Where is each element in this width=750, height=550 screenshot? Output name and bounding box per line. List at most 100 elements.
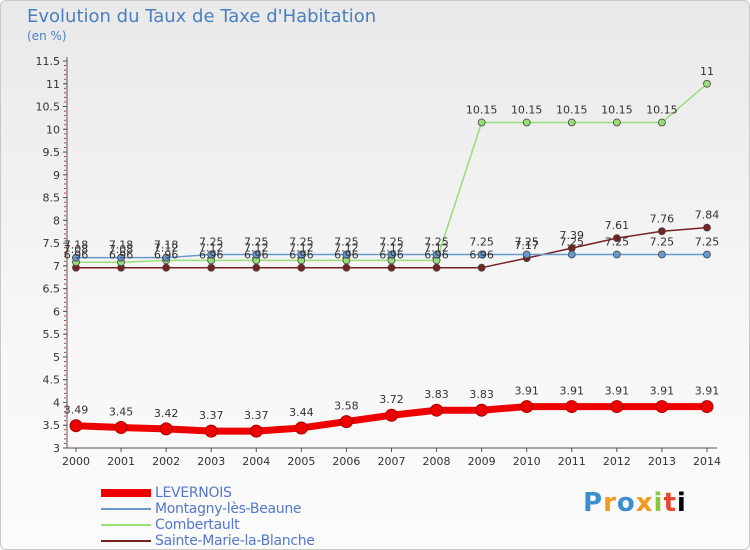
data-label: 7.17 <box>514 239 539 252</box>
data-label: 3.42 <box>154 407 179 420</box>
data-label: 3.91 <box>650 385 675 398</box>
y-tick-label: 10 <box>46 123 60 136</box>
data-point <box>522 250 531 259</box>
data-label: 6.96 <box>289 249 314 262</box>
data-label: 10.15 <box>511 103 543 116</box>
y-tick-label: 11.5 <box>36 55 61 68</box>
legend-label: Combertault <box>155 517 240 533</box>
legend-swatch <box>101 540 151 542</box>
data-label: 7.25 <box>514 236 539 249</box>
data-point <box>658 250 666 259</box>
data-point <box>567 250 576 259</box>
x-tick-label: 2000 <box>62 455 90 468</box>
y-tick-label: 10.5 <box>36 101 61 114</box>
legend-label: LEVERNOIS <box>155 485 232 501</box>
data-label: 7.25 <box>560 236 585 249</box>
data-label: 7.25 <box>469 236 494 249</box>
data-label: 6.96 <box>334 249 359 262</box>
data-label: 6.96 <box>154 249 179 262</box>
data-point <box>432 250 441 259</box>
x-tick-label: 2012 <box>603 455 631 468</box>
data-label: 7.25 <box>289 236 314 249</box>
y-tick-label: 9 <box>53 169 60 182</box>
data-label: 7.76 <box>650 212 675 225</box>
data-label: 7.25 <box>199 236 224 249</box>
legend-label: Montagny-lès-Beaune <box>155 501 302 517</box>
data-label: 7.25 <box>379 236 404 249</box>
data-point <box>294 421 308 435</box>
data-label: 3.37 <box>199 409 224 422</box>
data-point <box>567 118 576 127</box>
data-label: 7.25 <box>424 236 449 249</box>
data-label: 3.45 <box>109 406 134 419</box>
data-label: 7.12 <box>379 241 404 254</box>
data-label: 7.12 <box>154 241 179 254</box>
data-label: 3.83 <box>469 388 494 401</box>
data-point <box>703 250 711 259</box>
y-tick-label: 7 <box>53 260 60 273</box>
data-point <box>342 263 351 272</box>
x-tick-label: 2011 <box>558 455 586 468</box>
data-label: 7.25 <box>695 236 720 249</box>
y-tick-label: 3 <box>53 442 60 455</box>
data-point <box>384 408 398 422</box>
data-label: 7.61 <box>605 219 630 232</box>
x-tick-label: 2010 <box>513 455 541 468</box>
data-label: 6.96 <box>109 249 134 262</box>
data-point <box>342 250 351 259</box>
data-label: 3.44 <box>289 406 314 419</box>
x-tick-label: 2005 <box>287 455 315 468</box>
data-label: 3.37 <box>244 409 269 422</box>
x-tick-label: 2013 <box>648 455 676 468</box>
data-label: 10.15 <box>466 103 498 116</box>
data-label: 7.12 <box>244 241 269 254</box>
data-label: 3.91 <box>695 385 720 398</box>
data-point <box>430 403 444 417</box>
data-label: 6.96 <box>424 249 449 262</box>
data-label: 3.83 <box>424 388 449 401</box>
data-label: 3.91 <box>514 385 539 398</box>
data-label: 3.49 <box>64 404 89 417</box>
y-tick-label: 4.5 <box>43 374 61 387</box>
data-point <box>432 263 441 272</box>
data-label: 7.12 <box>334 241 359 254</box>
data-point <box>477 263 486 272</box>
data-label: 7.25 <box>244 236 269 249</box>
data-point <box>162 263 171 272</box>
data-point <box>655 400 669 414</box>
data-label: 7.25 <box>605 236 630 249</box>
data-point <box>204 424 218 438</box>
data-point <box>700 400 714 414</box>
data-point <box>520 400 534 414</box>
data-point <box>703 223 711 232</box>
data-label: 3.91 <box>560 385 585 398</box>
data-point <box>612 118 621 127</box>
x-tick-label: 2001 <box>107 455 135 468</box>
data-label: 7.39 <box>560 229 585 242</box>
data-point <box>207 263 216 272</box>
chart-title: Evolution du Taux de Taxe d'Habitation <box>27 6 377 27</box>
data-point <box>114 421 128 435</box>
x-tick-label: 2002 <box>152 455 180 468</box>
data-point <box>387 263 396 272</box>
legend-swatch <box>101 508 151 510</box>
axes: 3 3.5 4 4.5 5 5.5 6 6.5 7 7.5 8 8.5 9 9.5 10 10.5 11 11.5… <box>36 55 721 468</box>
data-point <box>117 253 125 262</box>
data-label: 7.84 <box>695 209 720 222</box>
data-point <box>252 250 261 259</box>
y-tick-label: 8.5 <box>43 192 61 205</box>
y-tick-label: 8 <box>53 214 60 227</box>
y-tick-label: 5 <box>53 351 60 364</box>
data-point <box>612 250 621 259</box>
y-tick-label: 6.5 <box>43 283 61 296</box>
data-labels: 6.96 6.96 6.96 6.96 6.96 6.96 6.96 6.96 6.96 6.96… <box>64 65 719 422</box>
data-point <box>477 250 486 259</box>
data-point <box>658 227 666 236</box>
data-label: 7.25 <box>334 236 359 249</box>
data-label: 7.08 <box>64 243 89 256</box>
data-label: 6.96 <box>469 249 494 262</box>
data-point <box>477 118 486 127</box>
y-tick-label: 7.5 <box>43 237 61 250</box>
data-point <box>610 400 624 414</box>
